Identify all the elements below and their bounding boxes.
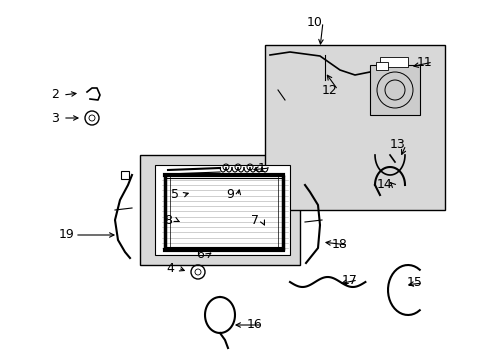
Text: 3: 3 xyxy=(51,112,59,125)
Bar xyxy=(264,45,444,210)
Text: 1: 1 xyxy=(258,162,265,175)
Text: 5: 5 xyxy=(171,189,179,202)
Text: 19: 19 xyxy=(59,229,75,242)
Text: 6: 6 xyxy=(196,248,203,261)
Bar xyxy=(379,57,407,67)
Bar xyxy=(155,165,289,255)
Bar xyxy=(375,62,387,70)
Text: 9: 9 xyxy=(225,189,233,202)
Text: 8: 8 xyxy=(163,213,172,226)
Text: 4: 4 xyxy=(166,261,174,274)
Text: 10: 10 xyxy=(306,15,322,28)
Text: 15: 15 xyxy=(406,276,422,289)
Text: 18: 18 xyxy=(331,238,347,252)
Text: 14: 14 xyxy=(376,179,392,192)
Bar xyxy=(369,65,419,115)
Text: 16: 16 xyxy=(246,319,263,332)
Text: 13: 13 xyxy=(389,139,405,152)
Text: 2: 2 xyxy=(51,89,59,102)
Bar xyxy=(140,155,299,265)
Text: 12: 12 xyxy=(322,84,337,96)
Text: 17: 17 xyxy=(342,274,357,287)
Text: 11: 11 xyxy=(416,55,432,68)
Text: 7: 7 xyxy=(250,213,259,226)
